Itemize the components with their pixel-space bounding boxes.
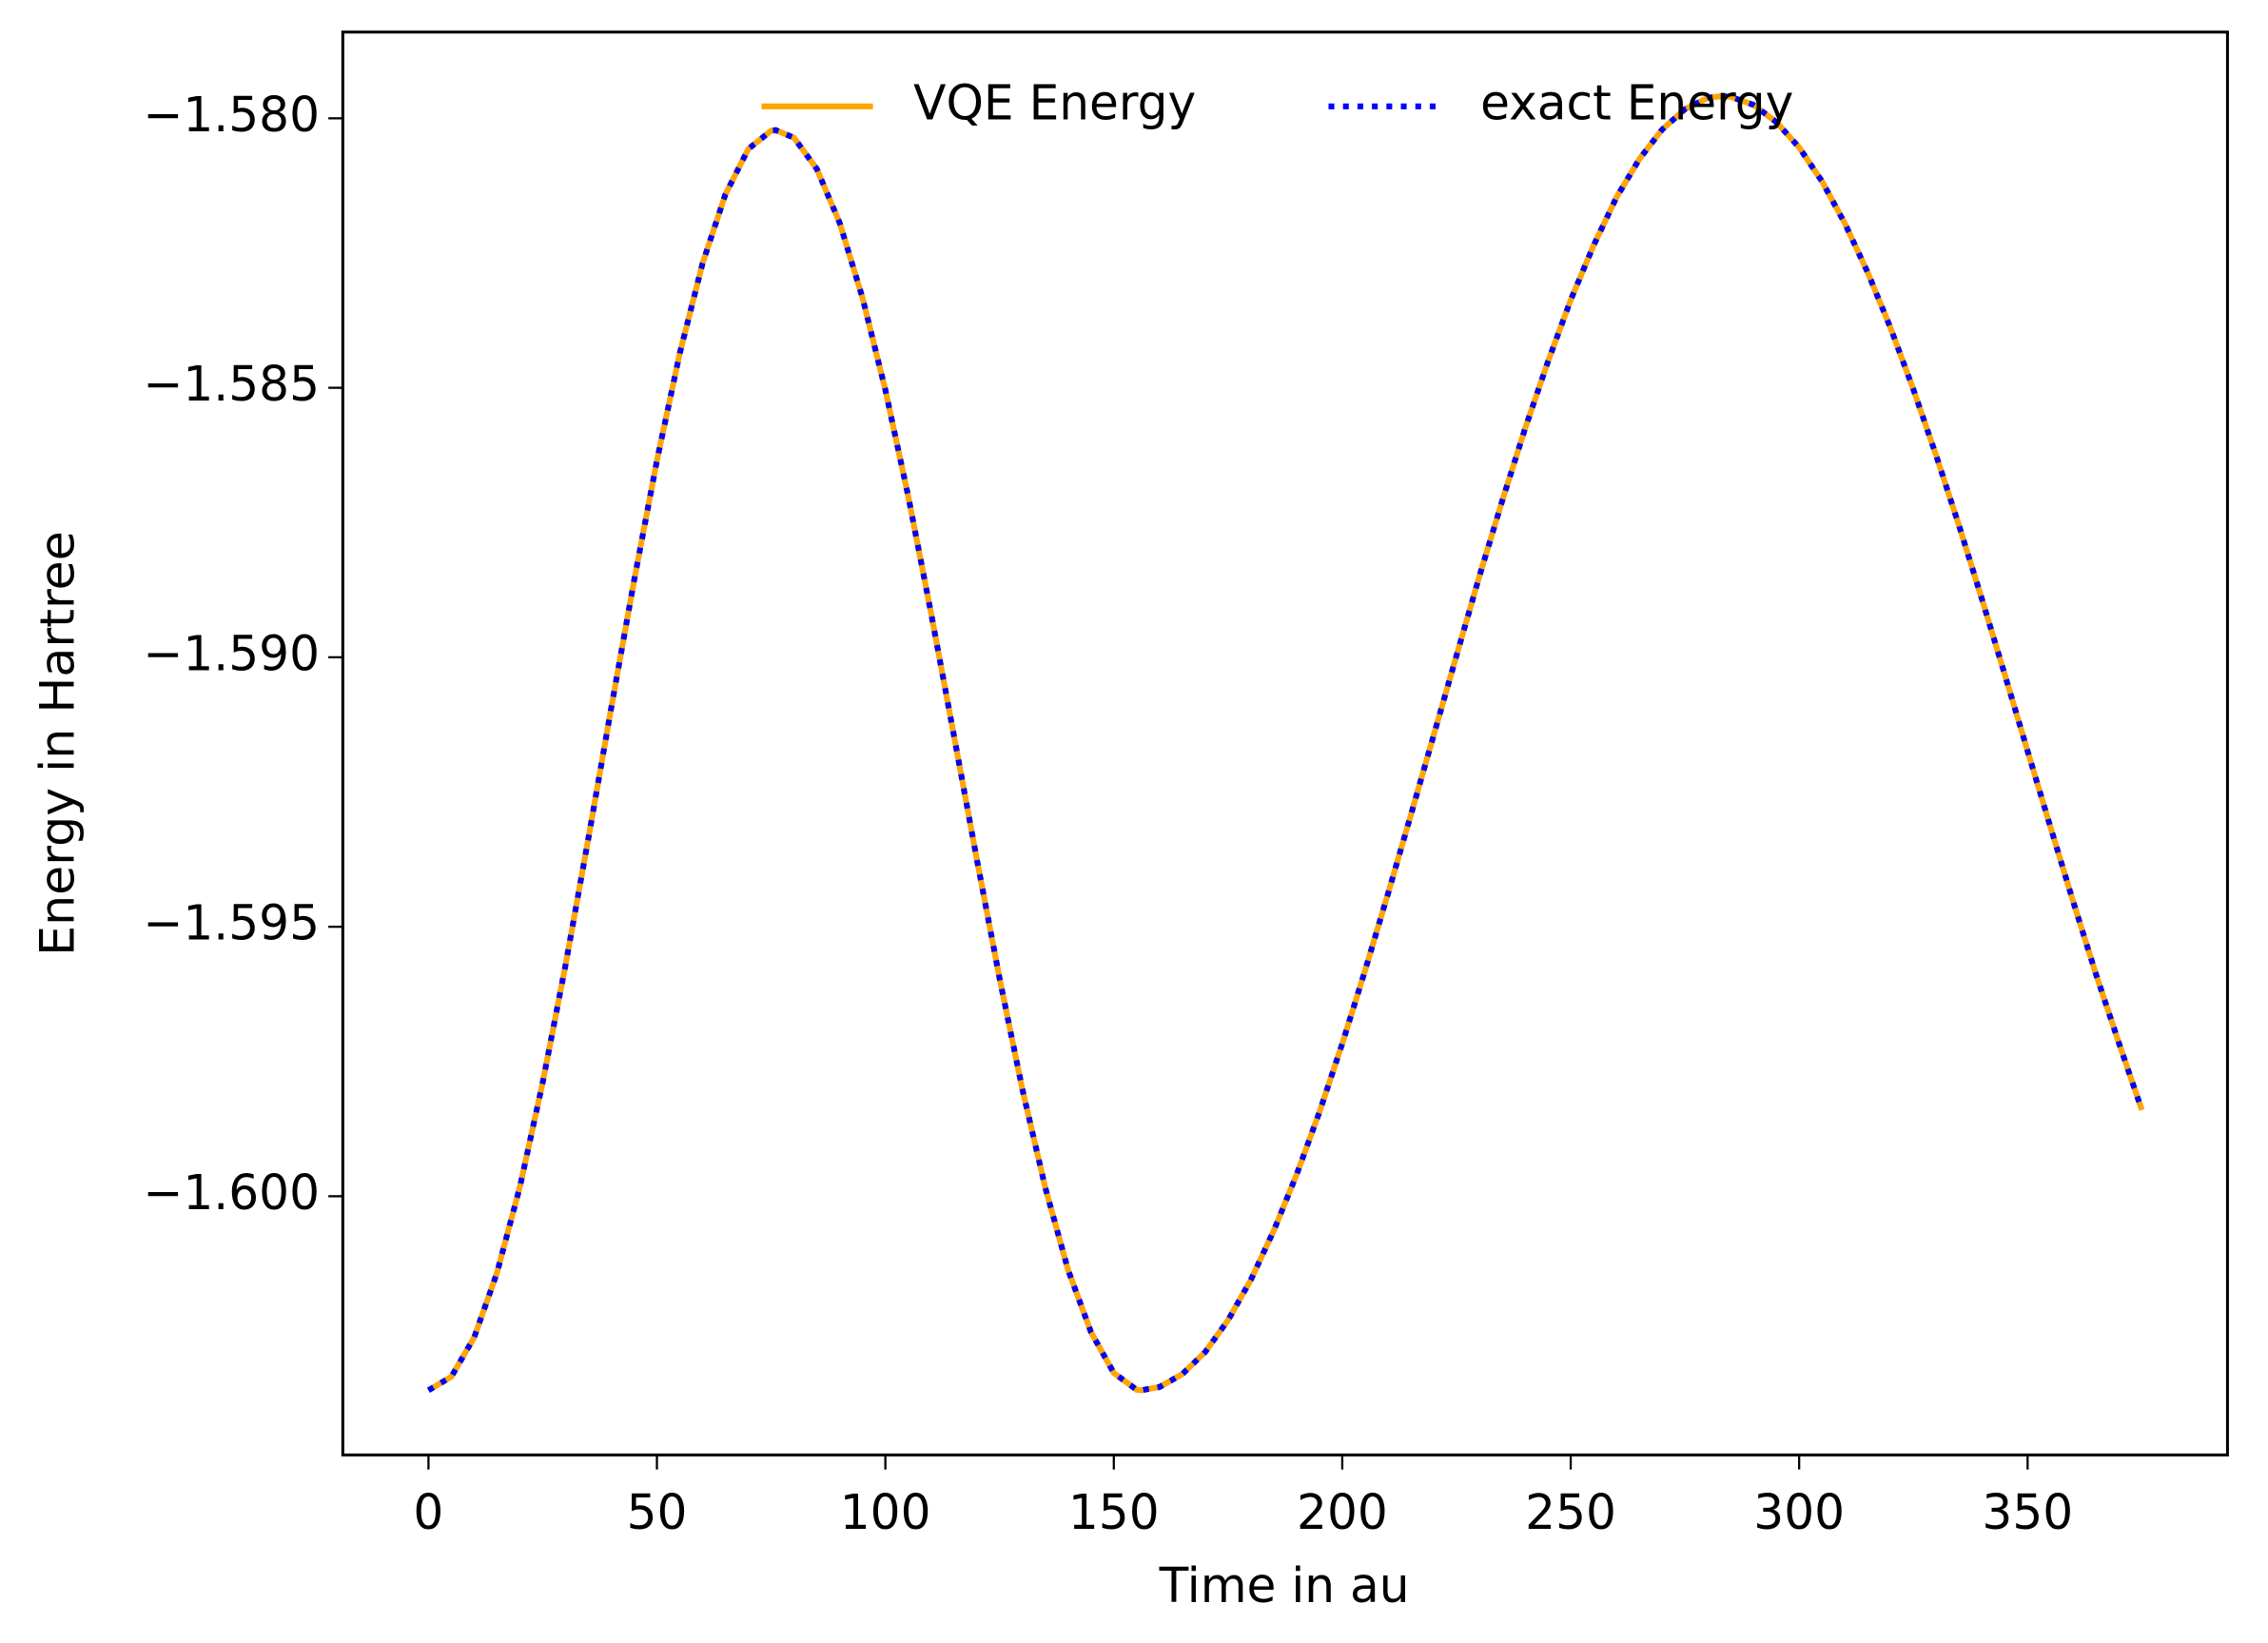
legend-label: VQE Energy — [913, 74, 1196, 130]
x-tick-label: 150 — [1068, 1484, 1160, 1540]
y-tick-label: −1.600 — [143, 1164, 320, 1221]
x-axis-label: Time in au — [1159, 1557, 1410, 1614]
x-tick-label: 350 — [1982, 1484, 2073, 1540]
legend-label: exact Energy — [1480, 74, 1793, 130]
series-line — [426, 93, 2145, 1394]
x-tick-label: 250 — [1525, 1484, 1616, 1540]
x-tick-label: 100 — [840, 1484, 931, 1540]
y-tick-label: −1.585 — [143, 356, 320, 412]
x-tick-label: 50 — [627, 1484, 688, 1540]
x-tick-label: 0 — [413, 1484, 443, 1540]
plot-frame — [341, 30, 2229, 1457]
y-tick-label: −1.590 — [143, 625, 320, 681]
x-tick-label: 300 — [1753, 1484, 1845, 1540]
y-tick-label: −1.580 — [143, 87, 320, 143]
x-tick-label: 200 — [1297, 1484, 1388, 1540]
y-tick-label: −1.595 — [143, 895, 320, 951]
y-axis-label: Energy in Hartree — [29, 531, 85, 956]
